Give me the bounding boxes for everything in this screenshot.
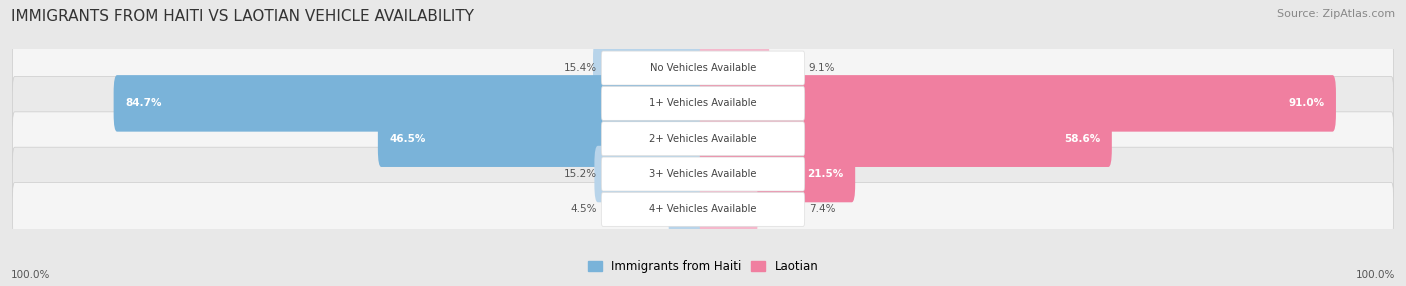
FancyBboxPatch shape (700, 75, 1336, 132)
FancyBboxPatch shape (602, 86, 804, 120)
FancyBboxPatch shape (602, 192, 804, 226)
Text: 4.5%: 4.5% (571, 204, 598, 214)
Text: 4+ Vehicles Available: 4+ Vehicles Available (650, 204, 756, 214)
FancyBboxPatch shape (602, 157, 804, 191)
Text: 9.1%: 9.1% (808, 63, 835, 73)
Text: 2+ Vehicles Available: 2+ Vehicles Available (650, 134, 756, 144)
FancyBboxPatch shape (13, 147, 1393, 201)
Text: 58.6%: 58.6% (1064, 134, 1099, 144)
Text: 3+ Vehicles Available: 3+ Vehicles Available (650, 169, 756, 179)
Text: 84.7%: 84.7% (125, 98, 162, 108)
Text: 15.4%: 15.4% (564, 63, 598, 73)
FancyBboxPatch shape (700, 40, 769, 96)
FancyBboxPatch shape (602, 122, 804, 156)
Text: 7.4%: 7.4% (808, 204, 835, 214)
FancyBboxPatch shape (602, 51, 804, 85)
Text: Source: ZipAtlas.com: Source: ZipAtlas.com (1277, 9, 1395, 19)
Text: 21.5%: 21.5% (807, 169, 844, 179)
FancyBboxPatch shape (114, 75, 706, 132)
Text: 1+ Vehicles Available: 1+ Vehicles Available (650, 98, 756, 108)
Text: IMMIGRANTS FROM HAITI VS LAOTIAN VEHICLE AVAILABILITY: IMMIGRANTS FROM HAITI VS LAOTIAN VEHICLE… (11, 9, 474, 23)
Text: 100.0%: 100.0% (11, 270, 51, 280)
FancyBboxPatch shape (13, 77, 1393, 130)
FancyBboxPatch shape (668, 181, 706, 238)
Text: No Vehicles Available: No Vehicles Available (650, 63, 756, 73)
FancyBboxPatch shape (700, 110, 1112, 167)
FancyBboxPatch shape (378, 110, 706, 167)
Text: 15.2%: 15.2% (564, 169, 598, 179)
FancyBboxPatch shape (13, 112, 1393, 166)
Legend: Immigrants from Haiti, Laotian: Immigrants from Haiti, Laotian (588, 260, 818, 273)
FancyBboxPatch shape (700, 181, 758, 238)
FancyBboxPatch shape (595, 146, 706, 202)
FancyBboxPatch shape (593, 40, 706, 96)
Text: 46.5%: 46.5% (389, 134, 426, 144)
Text: 100.0%: 100.0% (1355, 270, 1395, 280)
Text: 91.0%: 91.0% (1288, 98, 1324, 108)
FancyBboxPatch shape (13, 41, 1393, 95)
FancyBboxPatch shape (700, 146, 855, 202)
FancyBboxPatch shape (13, 182, 1393, 236)
